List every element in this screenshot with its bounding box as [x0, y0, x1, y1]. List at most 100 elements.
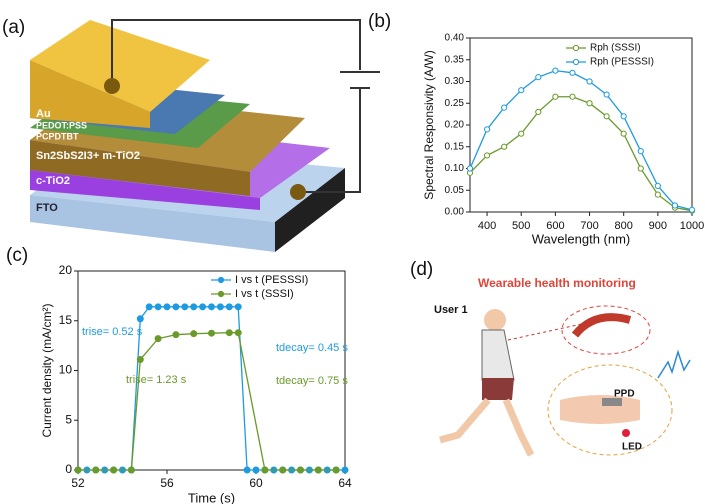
- panel-label: (c): [6, 245, 28, 266]
- data-point: [604, 92, 609, 97]
- data-point: [484, 153, 489, 158]
- led-label: LED: [622, 442, 642, 453]
- y-tick-label: 0.40: [445, 33, 465, 44]
- data-point: [155, 336, 161, 342]
- y-tick-label: 20: [59, 263, 73, 277]
- data-point: [672, 203, 677, 208]
- data-point: [502, 144, 507, 149]
- data-point: [519, 88, 524, 93]
- y-tick-label: 0.05: [445, 185, 465, 196]
- data-point: [128, 467, 134, 473]
- data-point: [155, 304, 161, 310]
- data-point: [191, 331, 197, 337]
- data-point: [553, 68, 558, 73]
- legend-label: Rph (PESSSI): [590, 57, 654, 68]
- data-point: [484, 127, 489, 132]
- data-point: [587, 79, 592, 84]
- x-tick-label: 1000: [680, 220, 704, 232]
- illustration: Wearable health monitoring User 1 PPD LE…: [434, 276, 690, 455]
- data-point: [111, 467, 117, 473]
- y-tick-label: 0.15: [445, 141, 465, 152]
- data-point: [209, 330, 215, 336]
- y-tick-label: 0.20: [445, 120, 465, 131]
- legend-swatch: [218, 291, 223, 296]
- data-point: [137, 316, 143, 322]
- data-point: [536, 75, 541, 80]
- data-point: [467, 166, 472, 171]
- data-point: [587, 101, 592, 106]
- data-point: [655, 183, 660, 188]
- y-tick-label: 0.30: [445, 76, 465, 87]
- ppg-wave: [658, 352, 690, 378]
- device-schematic: Au PEDOT:PSS PCPDTBT Sn2SbS2I3+ m-TiO2 c…: [30, 20, 380, 252]
- plot-frame: [78, 271, 345, 470]
- y-tick-label: 10: [59, 363, 73, 377]
- x-tick-label: 800: [615, 220, 633, 232]
- led: [622, 429, 630, 437]
- x-tick-label: 400: [478, 220, 496, 232]
- panel-label: (a): [2, 17, 25, 38]
- data-point: [689, 207, 694, 212]
- legend-label: Rph (SSSI): [590, 43, 641, 54]
- data-point: [226, 304, 232, 310]
- y-tick-label: 0.25: [445, 98, 465, 109]
- data-point: [173, 304, 179, 310]
- data-point: [137, 357, 143, 363]
- contact: [104, 78, 120, 94]
- layer-label: c-TiO2: [36, 175, 70, 187]
- x-axis-label: Time (s): [188, 490, 235, 504]
- data-point: [235, 304, 241, 310]
- y-tick-label: 0: [65, 462, 72, 476]
- data-point: [146, 304, 152, 310]
- data-point: [235, 330, 241, 336]
- data-point: [217, 304, 223, 310]
- legend-label: I vs t (SSSI): [235, 288, 294, 300]
- layer-label: PEDOT:PSS: [36, 120, 87, 130]
- data-point: [191, 304, 197, 310]
- annotation: trise= 0.52 s: [82, 326, 143, 338]
- x-tick-label: 900: [649, 220, 667, 232]
- link: [508, 320, 600, 340]
- data-point: [244, 467, 250, 473]
- data-point: [173, 332, 179, 338]
- x-axis-label: Wavelength (nm): [532, 231, 631, 246]
- data-point: [621, 131, 626, 136]
- data-point: [570, 94, 575, 99]
- user-label: User 1: [434, 304, 468, 316]
- data-point: [333, 467, 339, 473]
- layer-label: Sn2SbS2I3+ m-TiO2: [36, 150, 140, 162]
- runner-head: [484, 309, 506, 331]
- layer-label: FTO: [36, 202, 58, 214]
- illustration-title: Wearable health monitoring: [478, 276, 636, 290]
- data-point: [553, 94, 558, 99]
- data-point: [519, 131, 524, 136]
- series-line: [470, 71, 692, 210]
- data-point: [638, 149, 643, 154]
- x-tick-label: 600: [546, 220, 564, 232]
- x-tick-label: 64: [338, 476, 352, 490]
- layer-label: Au: [36, 108, 51, 120]
- data-point: [253, 467, 259, 473]
- contact: [290, 184, 306, 200]
- data-point: [209, 304, 215, 310]
- panel-label: (b): [368, 11, 391, 32]
- legend-swatch: [218, 277, 223, 282]
- data-point: [75, 467, 81, 473]
- y-tick-label: 5: [65, 412, 72, 426]
- y-axis-label: Current density (mA/cm²): [40, 303, 54, 437]
- data-point: [262, 467, 268, 473]
- y-tick-label: 0.35: [445, 54, 465, 65]
- data-point: [570, 70, 575, 75]
- data-point: [226, 330, 232, 336]
- data-point: [298, 467, 304, 473]
- x-tick-label: 52: [71, 476, 85, 490]
- data-point: [342, 467, 348, 473]
- data-point: [655, 192, 660, 197]
- x-tick-label: 60: [249, 476, 263, 490]
- legend-swatch: [573, 45, 578, 50]
- y-tick-label: 15: [59, 313, 73, 327]
- data-point: [621, 114, 626, 119]
- annotation: tdecay= 0.45 s: [276, 342, 348, 354]
- legend-label: I vs t (PESSSI): [235, 274, 308, 286]
- figure: (a) (b) (c) (d) Au PEDOT:PSS PCPDTBT Sn2…: [0, 0, 705, 504]
